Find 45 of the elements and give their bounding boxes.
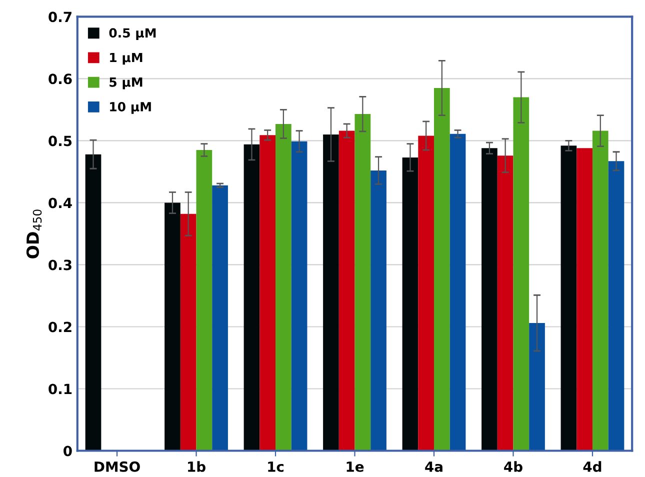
y-tick-label: 0.6 xyxy=(48,74,72,84)
legend-label: 10 µM xyxy=(110,102,151,114)
bar xyxy=(196,150,212,451)
bar xyxy=(482,148,498,451)
y-tick-label: 0.7 xyxy=(48,12,72,22)
y-axis-title: OD$_{450}$ xyxy=(26,210,42,258)
bar xyxy=(180,214,196,451)
x-tick-label: 4b xyxy=(504,461,522,472)
bar xyxy=(608,161,624,451)
bar xyxy=(529,323,545,451)
y-tick-label: 0.2 xyxy=(48,322,72,332)
bar xyxy=(291,141,308,451)
bar xyxy=(212,185,228,451)
bar xyxy=(560,146,577,451)
bar xyxy=(402,157,418,451)
bar xyxy=(85,154,102,451)
bar xyxy=(276,124,292,451)
bar xyxy=(164,202,180,451)
y-tick-label: 0.1 xyxy=(48,384,72,394)
bar xyxy=(354,114,371,451)
bar xyxy=(592,130,608,451)
bar xyxy=(434,88,450,451)
bar xyxy=(513,97,530,451)
x-tick-label: DMSO xyxy=(94,461,140,472)
x-tick-label: 1e xyxy=(346,462,364,472)
bar xyxy=(244,144,260,451)
legend-label: 5 µM xyxy=(110,78,142,90)
legend-label: 0.5 µM xyxy=(109,28,156,40)
bar xyxy=(260,135,276,451)
bar xyxy=(497,156,514,451)
bar xyxy=(576,148,592,451)
bar xyxy=(418,136,434,451)
bar xyxy=(323,134,339,451)
bar xyxy=(370,170,386,451)
x-tick-label: 4d xyxy=(583,461,602,472)
bar xyxy=(450,134,466,451)
y-tick-label: 0 xyxy=(64,446,72,456)
x-tick-label: 1c xyxy=(268,462,284,472)
y-tick-label: 0.4 xyxy=(48,198,72,208)
y-tick-label: 0.3 xyxy=(48,260,72,270)
bar xyxy=(338,130,355,451)
x-tick-label: 1b xyxy=(188,461,206,472)
y-tick-label: 0.5 xyxy=(48,136,72,146)
legend-label: 1 µM xyxy=(110,52,142,65)
x-tick-label: 4a xyxy=(425,462,442,472)
